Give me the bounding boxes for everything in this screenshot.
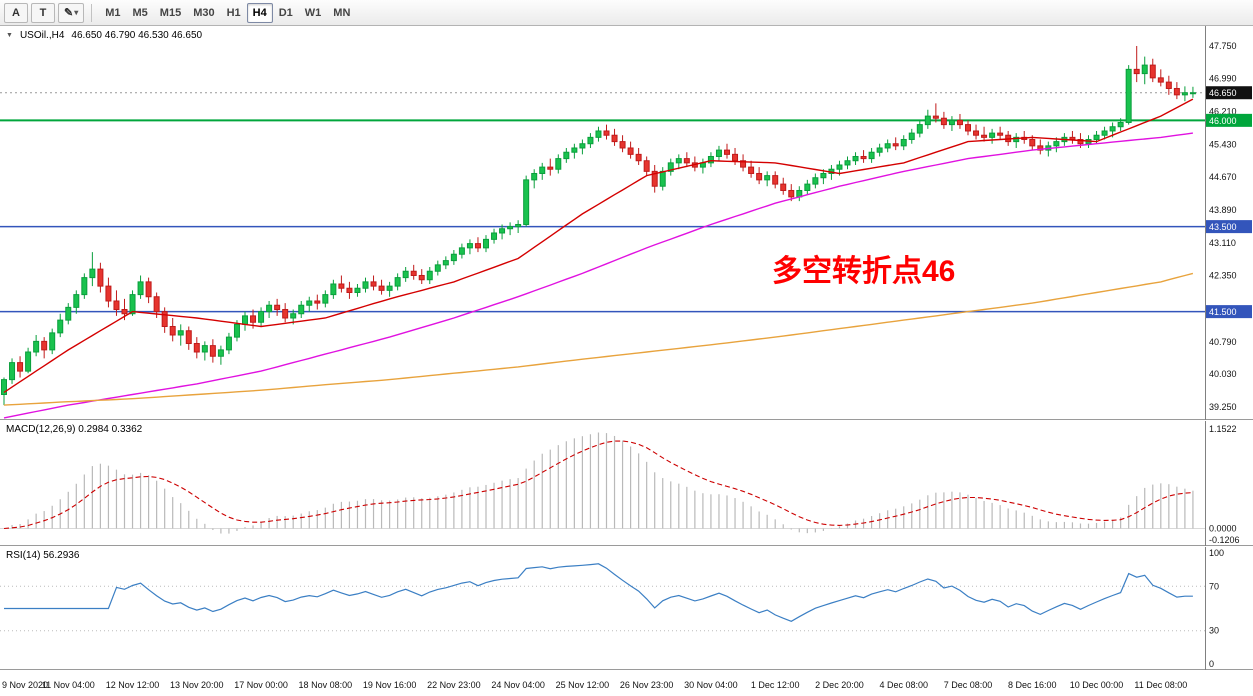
price-axis-tick: 40.790 [1209,337,1237,347]
time-axis-label: 4 Dec 08:00 [879,680,928,690]
price-badge-label: 41.500 [1209,307,1237,317]
time-axis-label: 22 Nov 23:00 [427,680,481,690]
rsi-axis-label: 30 [1209,626,1219,636]
price-axis-tick: 47.750 [1209,41,1237,51]
candlesticks[interactable] [1,45,1196,406]
price-axis-tick: 46.210 [1209,106,1237,116]
price-axis-tick: 43.110 [1209,238,1236,248]
chart-ohlc-readout: 46.650 46.790 46.530 46.650 [71,30,203,41]
time-axis-label: 24 Nov 04:00 [491,680,545,690]
time-axis-label: 26 Nov 23:00 [619,680,674,690]
timeframe-button-m15[interactable]: M15 [154,3,187,23]
price-axis-tick: 44.670 [1209,172,1237,182]
timeframe-button-m5[interactable]: M5 [127,3,154,23]
ma-slow-orange [3,272,1194,406]
time-axis-label: 9 Nov 2020 [2,680,49,690]
price-badge [1206,86,1252,100]
time-axis-label: 7 Dec 08:00 [943,680,993,690]
timeframe-button-mn[interactable]: MN [327,3,356,23]
toolbar-separator [91,3,93,22]
rsi-label: RSI(14) 56.2936 [6,550,80,561]
price-badge [1206,220,1252,234]
time-axis-label: 8 Dec 16:00 [1007,680,1057,690]
timeframe-button-m1[interactable]: M1 [99,3,126,23]
rsi-panel[interactable]: 100 70 30 0 RSI(14) 56.2936 [0,547,1253,670]
macd-signal-line [3,440,1193,530]
price-axis-tick: 42.350 [1209,270,1237,280]
price-badge [1206,305,1252,319]
time-axis-label: 17 Nov 00:00 [234,680,288,690]
time-axis-label: 11 Nov 04:00 [41,680,95,690]
price-badge-label: 46.000 [1209,116,1237,126]
time-axis-label: 13 Nov 20:00 [170,680,224,690]
drawing-tool-dropdown-button[interactable]: ✎ ▾ [58,2,85,23]
time-axis-label: 25 Nov 12:00 [555,680,610,690]
ma-mid-magenta [3,132,1193,419]
macd-axis-label: -0.1206 [1209,535,1240,545]
timeframe-button-h1[interactable]: H1 [221,3,247,23]
time-axis-label: 18 Nov 08:00 [298,680,353,690]
chart-annotation-text[interactable]: 多空转折点46 [772,255,956,288]
price-badge-label: 46.650 [1209,88,1237,98]
price-axis-tick: 46.990 [1209,73,1237,83]
price-axis-tick: 43.890 [1209,205,1237,215]
tool-a-button[interactable]: A [4,2,28,23]
rsi-axis-label: 0 [1209,659,1214,669]
macd-chart[interactable]: 1.1522 0.0000 -0.1206 [0,421,1253,546]
macd-label: MACD(12,26,9) 0.2984 0.3362 [6,424,143,435]
price-badge-label: 43.500 [1209,222,1237,232]
chevron-down-icon: ▾ [74,8,79,17]
time-axis-label: 19 Nov 16:00 [362,680,417,690]
rsi-chart[interactable]: 100 70 30 0 [0,547,1253,670]
time-axis: 9 Nov 2020 11 Nov 04:00 12 Nov 12:00 13 Nov… [0,671,1253,696]
macd-axis-label: 0.0000 [1209,523,1237,533]
time-axis-label: 1 Dec 12:00 [750,680,800,690]
ma-fast-red [3,98,1194,393]
chart-dropdown-icon[interactable]: ▼ [6,32,13,39]
timeframe-button-d1[interactable]: D1 [273,3,299,23]
pencil-icon: ✎ [64,7,74,19]
rsi-line [4,563,1193,622]
price-chart[interactable]: 47.750 46.990 46.210 45.430 44.670 43.890 43.1… [0,26,1253,420]
macd-axis-label: 1.1522 [1209,424,1237,434]
toolbar: A T ✎ ▾ M1 M5 M15 M30 H1 H4 D1 W1 MN [0,0,1253,26]
time-axis-label: 10 Dec 00:00 [1069,680,1124,690]
timeframe-button-m30[interactable]: M30 [187,3,220,23]
timeframe-button-h4[interactable]: H4 [246,2,273,23]
time-axis-label: 12 Nov 12:00 [105,680,160,690]
price-axis-tick: 45.430 [1209,140,1237,150]
time-axis-label: 2 Dec 20:00 [815,680,864,690]
price-chart-panel[interactable]: 47.750 46.990 46.210 45.430 44.670 43.890 43.1… [0,26,1253,420]
time-axis-label: 11 Dec 08:00 [1134,680,1188,690]
macd-panel[interactable]: 1.1522 0.0000 -0.1206 MACD(12,26,9) 0.2984… [0,421,1253,546]
price-axis-tick: 40.030 [1209,369,1237,379]
tool-text-button[interactable]: T [31,2,55,23]
time-axis-label: 30 Nov 04:00 [684,680,738,690]
price-axis-tick: 39.250 [1209,402,1237,412]
chart-symbol: USOil.,H4 [19,30,65,41]
timeframe-button-w1[interactable]: W1 [299,3,328,23]
chart-title: ▼ USOil.,H4 46.650 46.790 46.530 46.650 [6,30,202,41]
price-badge [1206,113,1252,127]
timeframe-group: M1 M5 M15 M30 H1 H4 D1 W1 MN [99,2,356,23]
rsi-axis-label: 100 [1209,548,1224,558]
rsi-axis-label: 70 [1209,581,1219,591]
